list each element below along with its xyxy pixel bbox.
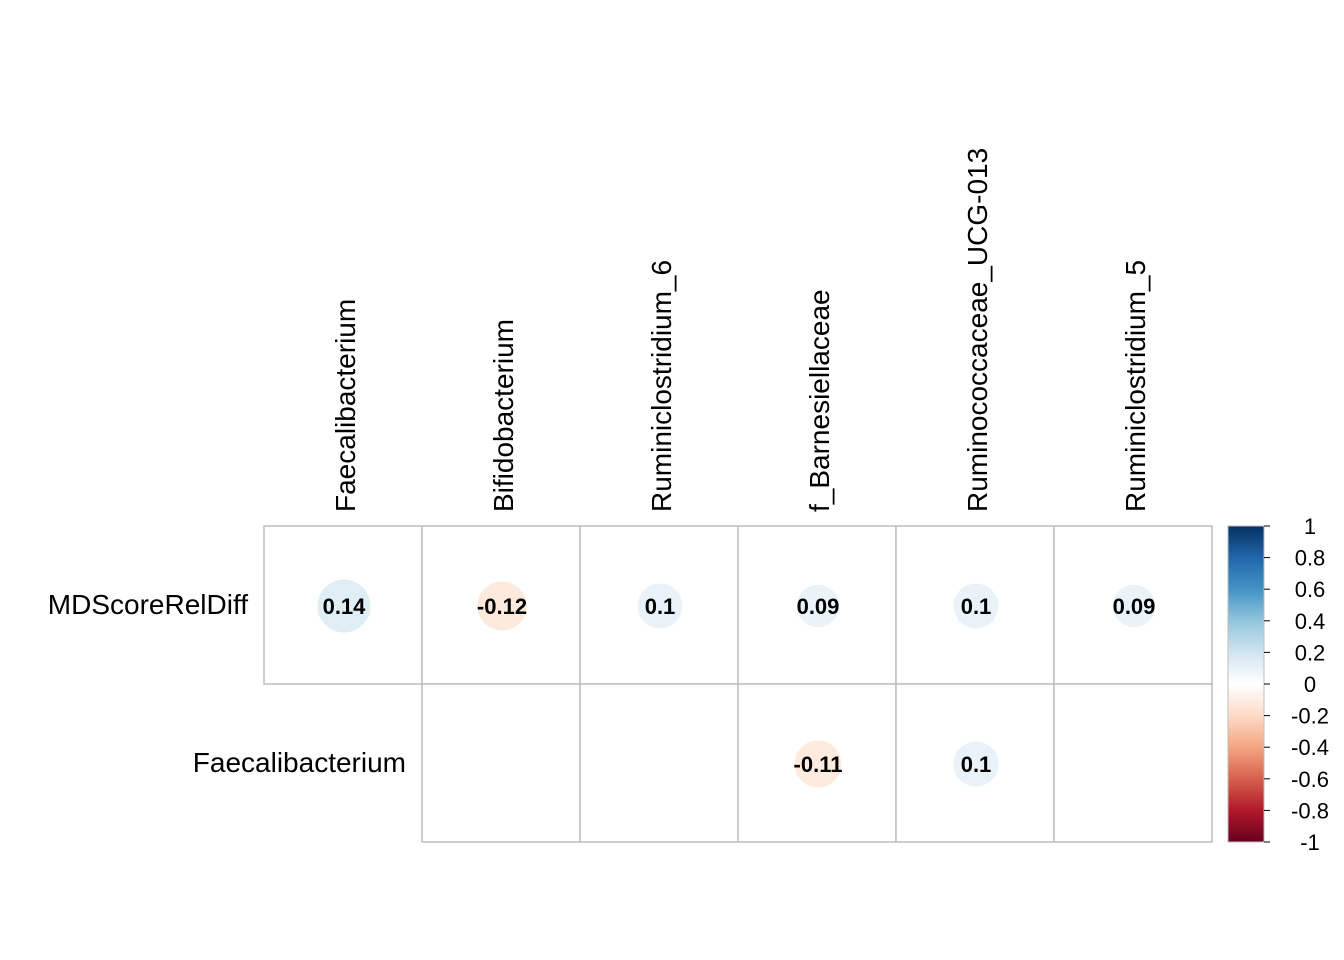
correlation-value-label: 0.09 xyxy=(797,594,840,619)
correlation-value-label: 0.1 xyxy=(961,594,992,619)
correlation-circles: 0.14 -0.12 0.1 0.09 0.1 0.09 -0.11 0.1 xyxy=(317,579,1156,788)
correlation-circle xyxy=(317,579,371,633)
colorbar-tick-label: 1 xyxy=(1304,514,1316,539)
correlation-circle xyxy=(637,583,683,629)
colorbar-tick-label: 0.2 xyxy=(1295,640,1326,665)
matrix-cell xyxy=(1053,683,1213,843)
column-label: Ruminococcaceae_UCG-013 xyxy=(962,148,993,512)
colorbar-tick-label: 0 xyxy=(1304,672,1316,697)
colorbar-tick-label: 0.8 xyxy=(1295,546,1326,571)
correlation-circle xyxy=(953,583,999,629)
correlation-value-label: 0.1 xyxy=(645,594,676,619)
colorbar-tick-label: 0.6 xyxy=(1295,577,1326,602)
colorbar-gradient xyxy=(1227,525,1265,843)
correlation-circle xyxy=(477,581,527,631)
column-label: Bifidobacterium xyxy=(488,319,519,512)
matrix-cells xyxy=(263,525,1213,843)
row-label: Faecalibacterium xyxy=(193,747,406,778)
correlation-circle xyxy=(1112,584,1156,628)
colorbar-tick-label: 0.4 xyxy=(1295,609,1326,634)
correlation-value-label: 0.1 xyxy=(961,752,992,777)
row-label: MDScoreRelDiff xyxy=(48,589,248,620)
colorbar: 1 0.8 0.6 0.4 0.2 0 -0.2 -0.4 -0.6 -0.8 -1 xyxy=(1227,514,1329,855)
correlation-circle xyxy=(794,740,842,788)
matrix-cell xyxy=(579,683,739,843)
correlation-circle xyxy=(796,584,840,628)
correlation-value-label: -0.12 xyxy=(477,594,527,619)
column-label: Ruminiclostridium_5 xyxy=(1120,260,1151,512)
correlation-circle xyxy=(953,741,999,787)
matrix-cell xyxy=(421,683,581,843)
axis-labels: Faecalibacterium Bifidobacterium Ruminiclo… xyxy=(48,148,1151,778)
column-label: f_Barnesiellaceae xyxy=(804,289,835,512)
colorbar-tick-label: -0.2 xyxy=(1291,704,1329,729)
correlation-value-label: -0.11 xyxy=(794,752,843,777)
column-label: Faecalibacterium xyxy=(330,299,361,512)
colorbar-tick-label: -0.8 xyxy=(1291,798,1329,823)
correlation-value-label: 0.14 xyxy=(323,594,367,619)
colorbar-tick-label: -1 xyxy=(1300,830,1320,855)
colorbar-tick-label: -0.6 xyxy=(1291,767,1329,792)
colorbar-tick-label: -0.4 xyxy=(1291,735,1329,760)
column-label: Ruminiclostridium_6 xyxy=(646,260,677,512)
correlation-value-label: 0.09 xyxy=(1113,594,1156,619)
